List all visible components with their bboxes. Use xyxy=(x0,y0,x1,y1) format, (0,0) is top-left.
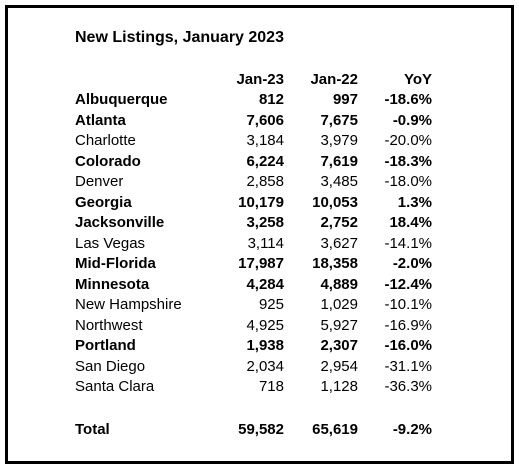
total-cell: -9.2% xyxy=(392,421,432,438)
cell: 5,927 xyxy=(320,316,358,334)
row-label: Georgia xyxy=(75,193,132,211)
cell: 17,987 xyxy=(238,255,284,272)
title: New Listings, January 2023 xyxy=(75,29,284,46)
cell: 1.3% xyxy=(397,193,432,211)
frame xyxy=(5,5,514,464)
cell: -18.0% xyxy=(384,173,432,190)
total-cell: 59,582 xyxy=(238,421,284,438)
cell: -10.1% xyxy=(384,296,432,313)
cell: 2,034 xyxy=(246,357,284,375)
cell: 7,675 xyxy=(320,111,358,129)
cell: 3,114 xyxy=(247,234,284,252)
cell: -2.0% xyxy=(392,255,432,272)
cell: 3,627 xyxy=(320,234,358,252)
cell: 2,858 xyxy=(246,173,284,190)
cell: 4,925 xyxy=(246,316,284,334)
cell: -18.3% xyxy=(384,152,432,170)
cell: 2,954 xyxy=(320,357,358,375)
cell: 718 xyxy=(258,378,284,395)
row-label: San Diego xyxy=(75,357,146,375)
cell: -16.0% xyxy=(384,337,432,354)
cell: 6,224 xyxy=(246,152,284,170)
cell: 18,358 xyxy=(312,255,358,272)
cell: -0.9% xyxy=(392,111,432,129)
row-label: Mid-Florida xyxy=(75,255,156,272)
row-label: Santa Clara xyxy=(75,378,155,395)
total-cell: 65,619 xyxy=(312,421,358,438)
cell: 812 xyxy=(258,91,284,108)
row-label: Albuquerque xyxy=(75,91,168,108)
row-label: Jacksonville xyxy=(75,214,165,231)
row-label: Colorado xyxy=(75,152,141,170)
row-label: Denver xyxy=(75,173,124,190)
row-label: New Hampshire xyxy=(75,296,182,313)
cell: 7,606 xyxy=(246,111,284,129)
cell: 4,889 xyxy=(320,275,358,293)
cell: 3,184 xyxy=(246,132,284,149)
cell: 1,128 xyxy=(320,378,358,395)
cell: 3,979 xyxy=(320,132,358,149)
cell: 2,752 xyxy=(320,214,358,231)
cell: 1,029 xyxy=(320,296,358,313)
cell: 18.4% xyxy=(389,214,432,231)
column-header: Jan-22 xyxy=(310,71,358,88)
cell: 3,485 xyxy=(320,173,358,190)
cell: -16.9% xyxy=(384,316,432,334)
cell: 3,258 xyxy=(246,214,284,231)
row-label: Portland xyxy=(75,337,136,354)
cell: 10,053 xyxy=(312,193,358,211)
cell: 4,284 xyxy=(246,275,284,293)
column-header: Jan-23 xyxy=(236,71,284,88)
row-label: Northwest xyxy=(75,316,143,334)
row-label: Charlotte xyxy=(75,132,136,149)
cell: -31.1% xyxy=(384,357,432,375)
row-label: Minnesota xyxy=(75,275,150,293)
cell: 7,619 xyxy=(320,152,358,170)
cell: -36.3% xyxy=(384,378,432,395)
cell: 1,938 xyxy=(246,337,284,354)
cell: -12.4% xyxy=(384,275,432,293)
total-label: Total xyxy=(75,421,110,438)
row-label: Atlanta xyxy=(75,111,126,129)
cell: 997 xyxy=(332,91,358,108)
cell: -14.1% xyxy=(384,234,432,252)
cell: 10,179 xyxy=(238,193,284,211)
cell: -18.6% xyxy=(384,91,432,108)
cell: 2,307 xyxy=(320,337,358,354)
cell: 925 xyxy=(258,296,284,313)
column-header: YoY xyxy=(403,71,432,88)
cell: -20.0% xyxy=(384,132,432,149)
row-label: Las Vegas xyxy=(75,234,146,252)
